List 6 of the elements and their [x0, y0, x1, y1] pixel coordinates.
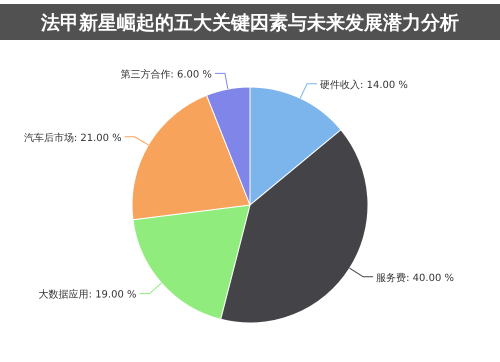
slice-label: 第三方合作: 6.00 %: [120, 68, 212, 80]
slice-label: 硬件收入: 14.00 %: [320, 78, 408, 91]
slice-label: 服务费: 40.00 %: [376, 272, 454, 284]
slice-label: 汽车后市场: 21.00 %: [24, 132, 122, 144]
slice-label: 大数据应用: 19.00 %: [38, 288, 136, 301]
chart-title: 法甲新星崛起的五大关键因素与未来发展潜力分析: [40, 12, 459, 34]
